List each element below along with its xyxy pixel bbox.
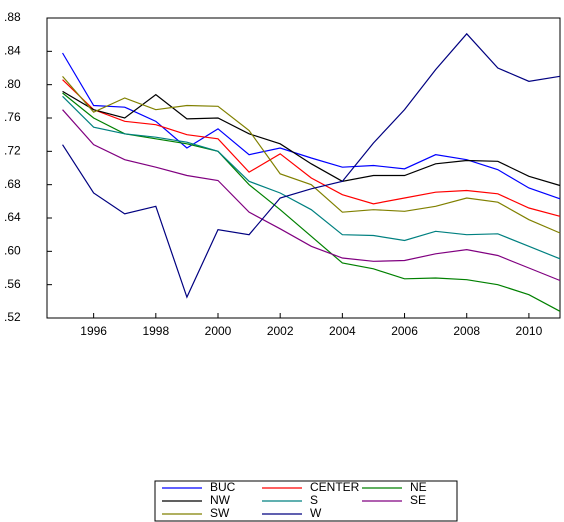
x-tick-label: 2006 — [391, 324, 418, 338]
series-line — [62, 32, 561, 299]
series-line — [62, 79, 561, 217]
legend-label: SE — [410, 493, 426, 507]
legend-label: CENTER — [310, 480, 360, 494]
legend-label: BUC — [210, 480, 236, 494]
series-line — [62, 92, 561, 312]
series-line — [62, 52, 561, 200]
legend-label: SW — [210, 506, 230, 520]
y-tick-label: .76 — [4, 110, 21, 124]
legend-label: NW — [210, 493, 231, 507]
y-tick-label: .80 — [4, 77, 21, 91]
legend-label: W — [310, 506, 322, 520]
y-tick-label: .64 — [4, 210, 21, 224]
x-tick-label: 2002 — [267, 324, 294, 338]
x-tick-label: 2008 — [453, 324, 480, 338]
series-line — [62, 95, 561, 260]
series-line — [62, 75, 561, 234]
x-tick-label: 2010 — [516, 324, 543, 338]
x-tick-label: 2004 — [329, 324, 356, 338]
y-tick-label: .56 — [4, 277, 21, 291]
y-tick-label: .84 — [4, 44, 21, 58]
series-line — [62, 109, 561, 282]
legend-box — [154, 480, 458, 522]
series-line — [62, 90, 561, 187]
y-tick-label: .72 — [4, 144, 21, 158]
y-tick-label: .88 — [4, 10, 21, 24]
y-tick-label: .52 — [4, 310, 21, 324]
x-tick-label: 2000 — [205, 324, 232, 338]
legend-label: S — [310, 493, 318, 507]
y-tick-label: .60 — [4, 244, 21, 258]
x-tick-label: 1998 — [142, 324, 169, 338]
legend-label: NE — [410, 480, 427, 494]
y-tick-label: .68 — [4, 177, 21, 191]
x-tick-label: 1996 — [80, 324, 107, 338]
plot-frame — [46, 17, 561, 319]
